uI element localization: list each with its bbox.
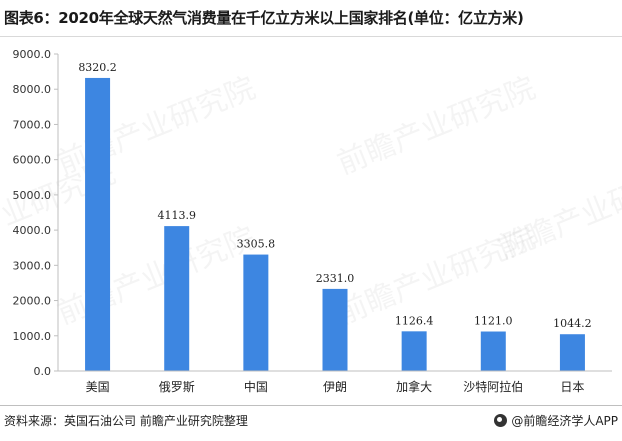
x-axis: 美国 俄罗斯 中国 伊朗 加拿大 沙特阿拉伯 日本 [58, 370, 612, 394]
y-tick-label: 1000.0 [13, 330, 52, 343]
brand-text: @前瞻经济学人APP [511, 414, 618, 428]
bar [85, 77, 111, 371]
x-category-label: 日本 [560, 380, 584, 394]
x-category-label: 美国 [86, 380, 110, 394]
bar-data-label: 8320.2 [78, 61, 117, 74]
bar [401, 331, 427, 371]
y-tick-label: 0.0 [34, 365, 52, 378]
footer-divider [0, 405, 622, 406]
bar-data-label: 1121.0 [474, 315, 513, 328]
bar-data-label: 2331.0 [316, 272, 355, 285]
y-tick-label: 2000.0 [13, 295, 52, 308]
x-category-label: 沙特阿拉伯 [463, 379, 523, 394]
y-tick-label: 5000.0 [13, 189, 52, 202]
watermark-text: 前瞻产业研究院 [333, 71, 541, 182]
x-category-label: 中国 [244, 379, 268, 394]
bar [480, 331, 506, 371]
chart-title: 图表6：2020年全球天然气消费量在千亿立方米以上国家排名(单位：亿立方米) [4, 9, 524, 27]
watermark-text: 前瞻产业研究院 [493, 156, 622, 267]
x-category-label: 俄罗斯 [159, 380, 195, 394]
brand-logo-icon [494, 414, 508, 427]
watermark-text: 前瞻产业研究院 [53, 221, 261, 332]
x-category-label: 伊朗 [323, 380, 347, 394]
bar-data-label: 1044.2 [553, 317, 592, 330]
y-tick-label: 7000.0 [13, 118, 52, 131]
brand-credit: @前瞻经济学人APP [494, 412, 618, 429]
y-tick-label: 6000.0 [13, 154, 52, 167]
y-axis: 0.0 1000.0 2000.0 3000.0 4000.0 5000.0 6000.0 7… [13, 48, 59, 378]
y-tick-label: 8000.0 [13, 83, 52, 96]
bar-data-label: 1126.4 [395, 314, 434, 327]
y-tick-label: 9000.0 [13, 48, 52, 61]
source-note: 资料来源：英国石油公司 前瞻产业研究院整理 [4, 414, 248, 428]
bar-data-label: 4113.9 [157, 209, 196, 222]
bars-layer: 8320.2 4113.9 3305.8 2331.0 1126.4 1121.0 1044… [78, 61, 592, 371]
bar [243, 254, 269, 371]
bar [559, 334, 585, 371]
y-tick-label: 4000.0 [13, 224, 52, 237]
bar [164, 226, 190, 371]
x-category-label: 加拿大 [396, 379, 432, 394]
title-divider [0, 36, 622, 37]
bar-data-label: 3305.8 [237, 238, 276, 251]
y-tick-label: 3000.0 [13, 259, 52, 272]
bar [322, 288, 348, 371]
